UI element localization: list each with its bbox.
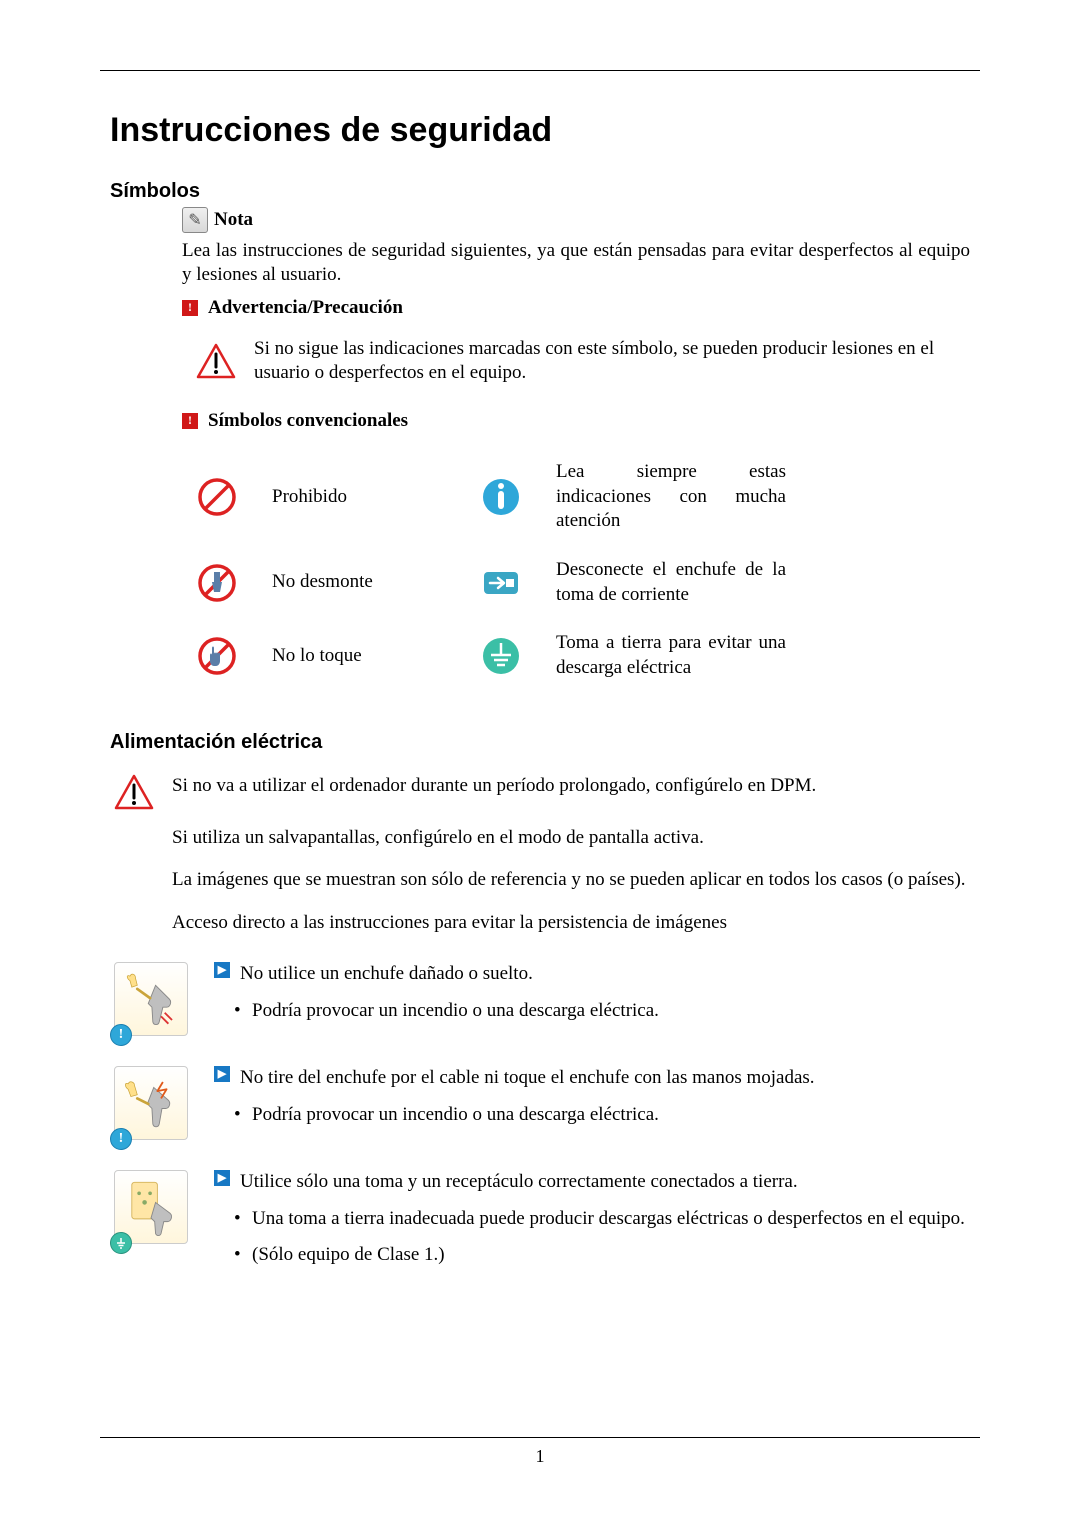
power-item-heading: ▶ No tire del enchufe por el cable ni to…	[214, 1066, 970, 1091]
read-carefully-label: Lea siempre estas indicaciones con mucha…	[556, 460, 786, 534]
note-label: Nota	[214, 209, 253, 231]
unplug-icon	[480, 562, 522, 604]
symbols-grid: Prohibido Lea siempre estas indicaciones…	[196, 460, 970, 681]
prohibited-icon	[196, 476, 238, 518]
no-disassemble-label: No desmonte	[272, 570, 452, 595]
power-para-2: Si utiliza un salvapantallas, configúrel…	[172, 826, 970, 851]
warning-triangle-icon	[114, 774, 154, 810]
power-item-heading: ▶ Utilice sólo una toma y un receptáculo…	[214, 1170, 970, 1195]
no-touch-icon	[196, 635, 238, 677]
power-item: ! ▶ No utilice un enchufe dañado o suelt…	[114, 962, 970, 1042]
power-item-head-text: No utilice un enchufe dañado o suelto.	[240, 962, 970, 987]
no-disassemble-icon	[196, 562, 238, 604]
power-item: ▶ Utilice sólo una toma y un receptáculo…	[114, 1170, 970, 1278]
warning-triangle-icon	[196, 343, 236, 379]
blue-arrow-icon: ▶	[214, 962, 230, 978]
warning-header-label: Advertencia/Precaución	[208, 297, 403, 319]
blue-arrow-icon: ▶	[214, 1066, 230, 1082]
header-rule	[100, 70, 980, 71]
red-bullet-icon: !	[182, 413, 198, 429]
info-badge-icon: !	[110, 1024, 132, 1046]
page-title: Instrucciones de seguridad	[110, 111, 980, 150]
warning-text: Si no sigue las indicaciones marcadas co…	[254, 337, 970, 386]
page-number: 1	[536, 1446, 545, 1466]
power-para-3: La imágenes que se muestran son sólo de …	[172, 868, 970, 893]
illustration-wet-hands: !	[114, 1066, 194, 1146]
note-icon: ✎	[182, 207, 208, 233]
ground-icon	[480, 635, 522, 677]
power-item-sub: Una toma a tierra inadecuada puede produ…	[234, 1206, 970, 1232]
ground-badge-icon	[110, 1232, 132, 1254]
power-item: ! ▶ No tire del enchufe por el cable ni …	[114, 1066, 970, 1146]
red-bullet-icon: !	[182, 300, 198, 316]
illustration-damaged-plug: !	[114, 962, 194, 1042]
section-heading-symbols: Símbolos	[110, 180, 980, 203]
power-item-heading: ▶ No utilice un enchufe dañado o suelto.	[214, 962, 970, 987]
section-heading-power: Alimentación eléctrica	[110, 731, 980, 754]
info-badge-icon: !	[110, 1128, 132, 1150]
power-item-sub: Podría provocar un incendio o una descar…	[234, 1102, 970, 1128]
illustration-grounded-outlet	[114, 1170, 194, 1250]
info-icon	[480, 476, 522, 518]
conventional-symbols-header: ! Símbolos convencionales	[182, 410, 970, 432]
conventional-header-label: Símbolos convencionales	[208, 410, 408, 432]
intro-text: Lea las instrucciones de seguridad sigui…	[182, 239, 970, 287]
ground-label: Toma a tierra para evitar una descarga e…	[556, 631, 786, 680]
power-item-head-text: No tire del enchufe por el cable ni toqu…	[240, 1066, 970, 1091]
no-touch-label: No lo toque	[272, 644, 452, 669]
warning-sub-header: ! Advertencia/Precaución	[182, 297, 970, 319]
power-item-sub: Podría provocar un incendio o una descar…	[234, 998, 970, 1024]
power-intro-row: Si no va a utilizar el ordenador durante…	[114, 774, 970, 810]
power-item-head-text: Utilice sólo una toma y un receptáculo c…	[240, 1170, 970, 1195]
warning-row: Si no sigue las indicaciones marcadas co…	[196, 337, 970, 386]
prohibited-label: Prohibido	[272, 485, 452, 510]
note-sub-header: ✎ Nota	[182, 207, 970, 233]
unplug-label: Desconecte el enchufe de la toma de corr…	[556, 558, 786, 607]
power-para-4: Acceso directo a las instrucciones para …	[172, 911, 970, 936]
power-item-sub: (Sólo equipo de Clase 1.)	[234, 1242, 970, 1268]
footer: 1	[100, 1437, 980, 1467]
blue-arrow-icon: ▶	[214, 1170, 230, 1186]
power-intro-text: Si no va a utilizar el ordenador durante…	[172, 774, 970, 799]
